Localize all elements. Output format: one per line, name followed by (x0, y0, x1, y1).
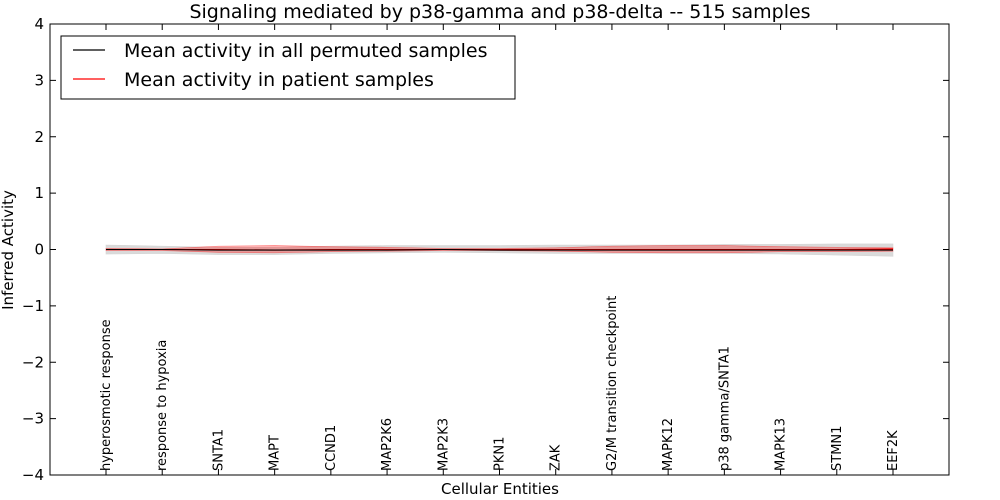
x-category-label: MAP2K3 (436, 418, 451, 471)
y-tick-label: 4 (34, 15, 44, 33)
x-category-label: MAPK12 (661, 418, 676, 471)
x-category-label: MAPK13 (774, 418, 789, 471)
x-category-label: hyperosmotic response (99, 319, 114, 471)
x-category-label: PKN1 (493, 437, 508, 471)
x-category-label: MAPT (268, 435, 283, 471)
y-tick-label: 3 (34, 71, 44, 89)
y-tick-label: 2 (34, 128, 44, 146)
legend-label-patient: Mean activity in patient samples (124, 69, 434, 91)
y-tick-label: −3 (22, 410, 44, 428)
legend-box (60, 35, 516, 100)
x-category-label: ZAK (549, 444, 564, 471)
x-category-label: STMN1 (830, 426, 845, 471)
permuted-mean-line (106, 248, 893, 251)
y-tick-label: 1 (34, 184, 44, 202)
y-tick-label: −2 (22, 353, 44, 371)
x-category-label: CCND1 (324, 425, 339, 471)
x-axis-label: Cellular Entities (441, 480, 559, 498)
y-axis-label: Inferred Activity (0, 190, 17, 310)
x-category-label: MAP2K6 (380, 418, 395, 471)
y-tick-label: 0 (34, 241, 44, 259)
x-category-label: response to hypoxia (155, 340, 170, 471)
legend-label-permuted: Mean activity in all permuted samples (124, 40, 487, 62)
legend: Mean activity in all permuted samples Me… (60, 35, 516, 100)
y-tick-label: −4 (22, 466, 44, 484)
x-category-label: SNTA1 (211, 429, 226, 471)
y-tick-label: −1 (22, 297, 44, 315)
x-category-label: p38 gamma/SNTA1 (717, 346, 732, 471)
x-category-label: EEF2K (886, 430, 901, 471)
chart-title: Signaling mediated by p38-gamma and p38-… (189, 1, 810, 23)
x-category-label: G2/M transition checkpoint (605, 296, 620, 471)
